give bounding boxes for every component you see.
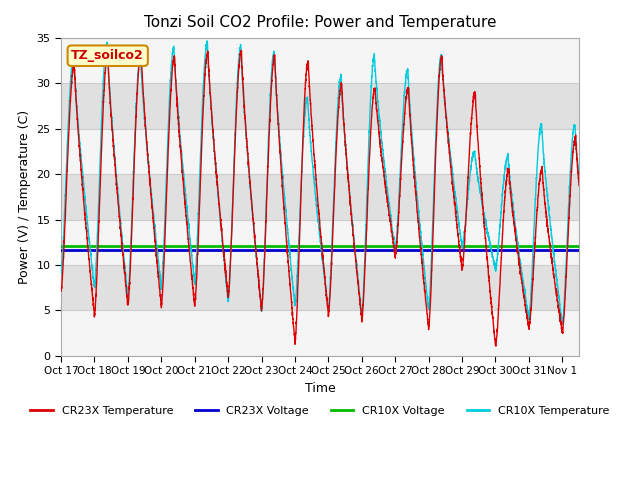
Legend: CR23X Temperature, CR23X Voltage, CR10X Voltage, CR10X Temperature: CR23X Temperature, CR23X Voltage, CR10X … [26,401,614,420]
X-axis label: Time: Time [305,382,335,395]
Bar [61,174,579,219]
Bar [61,265,579,310]
Y-axis label: Power (V) / Temperature (C): Power (V) / Temperature (C) [18,110,31,284]
Bar [61,84,579,129]
Text: TZ_soilco2: TZ_soilco2 [72,49,144,62]
Title: Tonzi Soil CO2 Profile: Power and Temperature: Tonzi Soil CO2 Profile: Power and Temper… [144,15,496,30]
